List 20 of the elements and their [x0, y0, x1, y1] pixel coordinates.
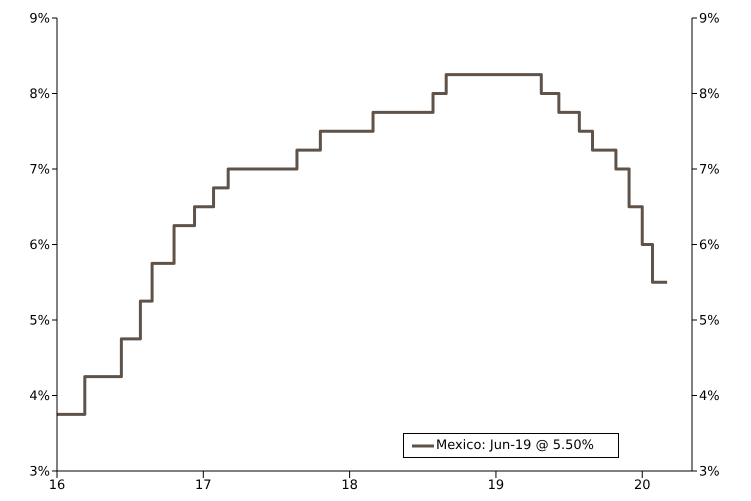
y2-tick-label: 7% [699, 162, 720, 178]
x-tick-label: 19 [488, 478, 504, 494]
y2-tick-label: 6% [699, 238, 720, 254]
x-tick-label: 17 [195, 478, 212, 494]
y-tick-label: 3% [29, 464, 50, 480]
y2-tick-label: 3% [699, 464, 720, 480]
y-tick-label: 8% [29, 87, 50, 102]
x-tick-label: 18 [341, 478, 358, 494]
y-tick-label: 5% [29, 314, 50, 329]
y-tick-label: 6% [29, 238, 50, 254]
legend-label: Mexico: Jun-19 @ 5.50% [436, 438, 596, 453]
y-tick-label: 9% [29, 12, 50, 27]
x-tick-label: 16 [48, 478, 66, 494]
y2-tick-label: 9% [699, 12, 720, 27]
y2-tick-label: 4% [699, 389, 720, 404]
x-tick-label: 20 [634, 478, 651, 494]
y2-tick-label: 5% [699, 314, 720, 329]
y-tick-label: 4% [29, 389, 50, 404]
y2-tick-label: 8% [699, 87, 720, 102]
y-tick-label: 7% [29, 162, 50, 178]
